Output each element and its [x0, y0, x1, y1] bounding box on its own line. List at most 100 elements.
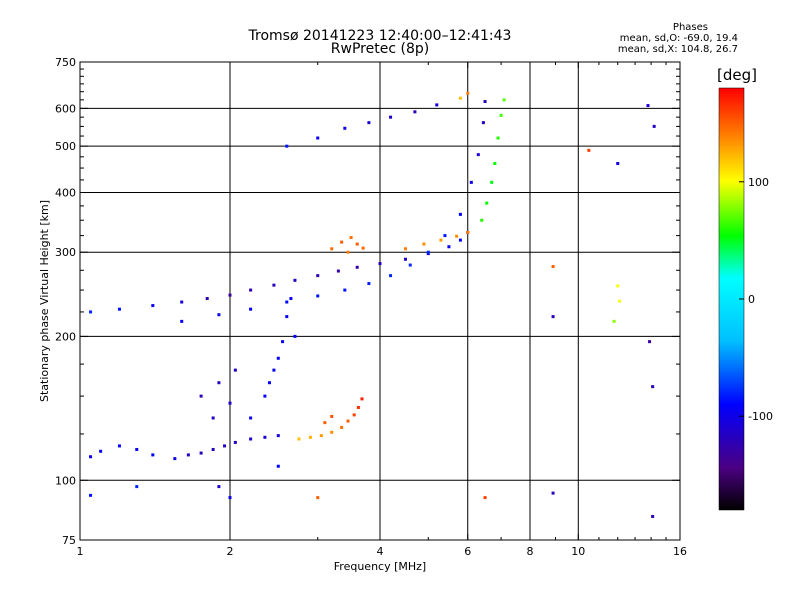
data-point — [267, 381, 271, 385]
data-point — [443, 234, 447, 238]
y-tick-label: 100 — [55, 474, 76, 487]
data-point — [217, 313, 221, 317]
data-point — [263, 435, 267, 439]
data-point — [651, 514, 655, 518]
data-point — [173, 457, 177, 461]
data-point — [458, 238, 462, 242]
data-point — [648, 340, 652, 344]
data-point — [135, 485, 139, 489]
data-point — [217, 485, 221, 489]
data-point — [228, 293, 232, 297]
colorbar-title: [deg] — [717, 66, 757, 84]
grid — [80, 62, 680, 540]
data-point — [499, 113, 503, 117]
data-point — [455, 234, 459, 238]
axis-ticks: 1 2 4 6 8 10 16 75 100 200 300 400 500 600 750 — [55, 56, 687, 558]
data-point — [285, 300, 289, 304]
y-tick-label: 300 — [55, 246, 76, 259]
data-point — [587, 148, 591, 152]
x-tick-label: 10 — [571, 545, 585, 558]
data-point — [340, 425, 344, 429]
colorbar-tick-label: 100 — [748, 176, 769, 189]
data-point — [249, 416, 253, 420]
data-point — [551, 315, 555, 319]
data-point — [205, 297, 209, 301]
x-axis-label: Frequency [MHz] — [334, 560, 426, 573]
y-tick-label: 400 — [55, 186, 76, 199]
data-point — [481, 121, 485, 125]
data-point — [458, 212, 462, 216]
y-tick-label: 600 — [55, 102, 76, 115]
data-point — [276, 356, 280, 360]
data-point — [340, 240, 344, 244]
data-point — [485, 201, 489, 205]
data-point — [483, 496, 487, 500]
data-point — [272, 283, 276, 287]
chart-subtitle: RwPretec (8p) — [330, 41, 430, 57]
data-point — [330, 247, 334, 251]
data-point — [330, 414, 334, 418]
data-point — [316, 136, 320, 140]
data-point — [89, 455, 93, 459]
data-point — [361, 246, 365, 250]
data-point — [289, 297, 293, 301]
data-point — [99, 449, 103, 453]
data-point — [180, 300, 184, 304]
data-point — [343, 288, 347, 292]
data-point — [389, 274, 393, 278]
data-point — [186, 453, 190, 457]
data-point — [211, 447, 215, 451]
data-point — [233, 368, 237, 372]
data-point — [496, 136, 500, 140]
data-point — [618, 299, 622, 303]
phases-stats-x-mode: mean, sd,X: 104.8, 26.7 — [617, 44, 738, 55]
data-point — [551, 265, 555, 269]
data-point — [263, 394, 267, 398]
colorbar-tick-label: 0 — [748, 293, 755, 306]
data-point — [336, 269, 340, 273]
data-point — [426, 250, 430, 254]
data-point — [151, 304, 155, 308]
data-point — [117, 444, 121, 448]
data-point — [493, 161, 497, 165]
data-point — [199, 451, 203, 455]
data-point — [378, 262, 382, 266]
data-point — [403, 257, 407, 261]
data-point — [343, 126, 347, 130]
data-points — [89, 91, 656, 518]
data-point — [89, 493, 93, 497]
data-point — [367, 121, 371, 125]
data-point — [323, 421, 327, 425]
data-point — [330, 430, 334, 434]
phases-stats-title: Phases — [672, 22, 708, 33]
x-tick-label: 1 — [77, 545, 84, 558]
data-point — [458, 96, 462, 100]
data-point — [408, 263, 412, 267]
data-point — [346, 250, 350, 254]
data-point — [180, 319, 184, 323]
data-point — [413, 110, 417, 114]
x-tick-label: 2 — [227, 545, 234, 558]
data-point — [316, 496, 320, 500]
data-point — [135, 447, 139, 451]
colorbar-ticks: 100 0 -100 — [739, 176, 773, 423]
y-tick-label: 500 — [55, 140, 76, 153]
data-point — [476, 153, 480, 157]
data-point — [612, 319, 616, 323]
data-point — [651, 385, 655, 389]
data-point — [276, 464, 280, 468]
colorbar-tick-label: -100 — [748, 410, 773, 423]
x-tick-label: 4 — [377, 545, 384, 558]
data-point — [360, 397, 364, 401]
data-point — [233, 440, 237, 444]
data-point — [551, 491, 555, 495]
data-point — [293, 334, 297, 338]
data-point — [616, 284, 620, 288]
data-point — [346, 419, 350, 423]
data-point — [272, 368, 276, 372]
data-point — [199, 394, 203, 398]
y-tick-label: 75 — [62, 534, 76, 547]
data-point — [652, 124, 656, 128]
data-point — [466, 230, 470, 234]
